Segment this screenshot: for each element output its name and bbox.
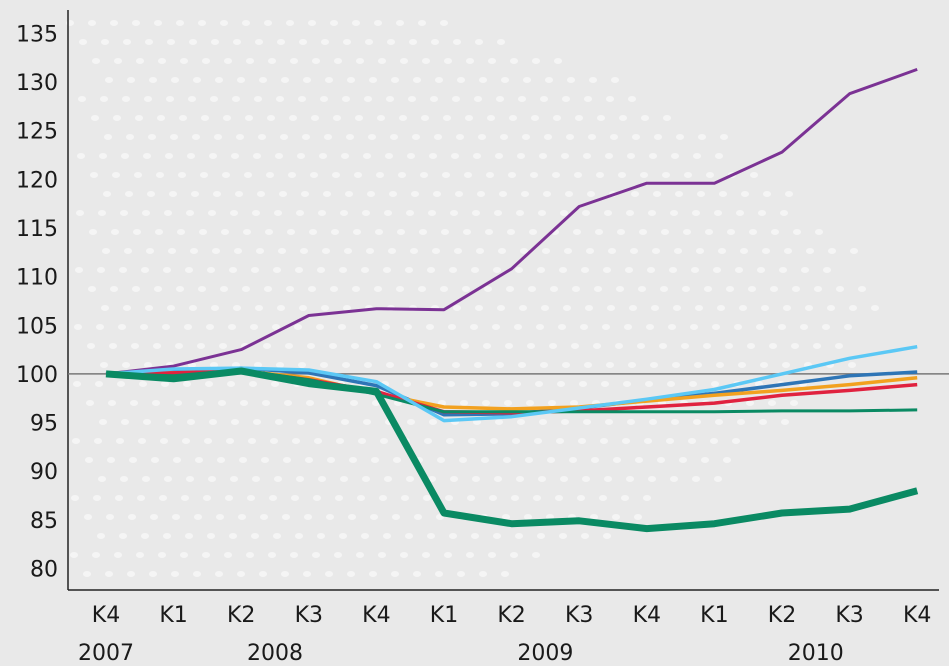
x-tick-label: K4: [92, 603, 120, 628]
chart-axes: [67, 10, 949, 591]
x-tick-label: K2: [768, 603, 796, 628]
x-tick-label: K2: [227, 603, 255, 628]
year-label: 2008: [247, 641, 303, 666]
year-label: 2007: [78, 641, 134, 666]
y-tick-label: 115: [16, 217, 58, 242]
x-tick-label: K3: [565, 603, 593, 628]
x-tick-label: K2: [497, 603, 525, 628]
series-line-4: [105, 369, 918, 415]
background-map-dots: [66, 20, 880, 578]
x-tick-label: K3: [295, 603, 323, 628]
x-tick-label: K1: [159, 603, 187, 628]
y-tick-label: 80: [30, 558, 58, 583]
y-tick-label: 85: [30, 509, 58, 534]
y-tick-label: 130: [16, 71, 58, 96]
y-tick-label: 125: [16, 120, 58, 145]
x-axis-labels: K4 K1 K2 K3 K4 K1 K2 K3 K4 K1 K2 K3 K4: [92, 603, 932, 628]
y-tick-label: 135: [16, 22, 58, 47]
y-tick-label: 95: [30, 412, 58, 437]
series-lines: [105, 67, 919, 533]
year-labels: 2007 2008 2009 2010: [78, 641, 844, 666]
x-tick-label: K1: [430, 603, 458, 628]
y-tick-label: 100: [16, 363, 58, 388]
year-label: 2009: [517, 641, 573, 666]
x-tick-label: K3: [835, 603, 863, 628]
background-dot-field: [66, 20, 880, 578]
x-tick-label: K4: [362, 603, 390, 628]
series-line-1: [105, 67, 918, 376]
y-tick-label: 105: [16, 314, 58, 339]
series-line-7: [105, 367, 919, 533]
y-tick-label: 110: [16, 266, 58, 291]
y-tick-label: 90: [30, 460, 58, 485]
y-axis-labels: 80 85 90 95 100 105 110 115 120 125 130 135: [16, 22, 58, 582]
x-tick-label: K4: [633, 603, 661, 628]
x-tick-label: K1: [700, 603, 728, 628]
year-label: 2010: [788, 641, 844, 666]
x-tick-label: K4: [903, 603, 931, 628]
y-tick-label: 120: [16, 168, 58, 193]
